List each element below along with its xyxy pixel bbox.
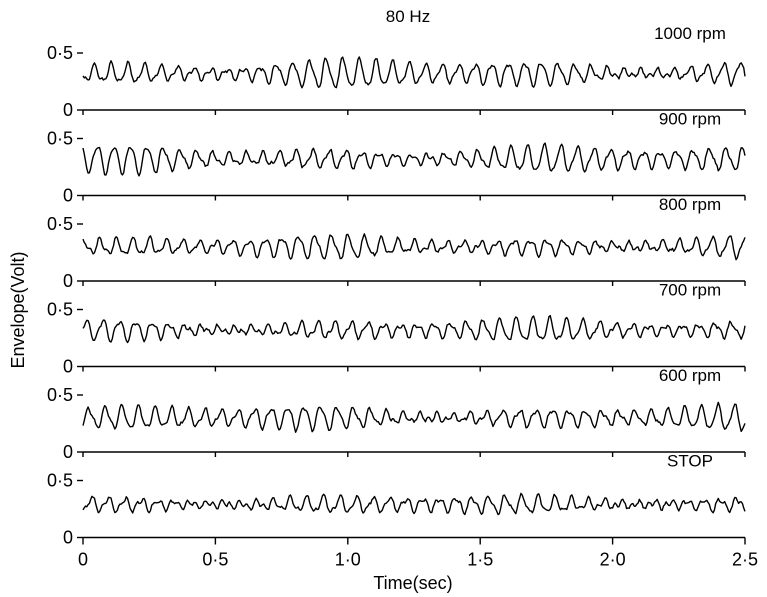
y-tick-label: 0 <box>63 271 73 291</box>
x-tick-label: 0 <box>78 550 88 570</box>
y-tick-label: 0·5 <box>47 471 73 491</box>
y-tick-label: 0 <box>63 100 73 120</box>
panel-4: 0 0·5 700 rpm <box>47 281 746 377</box>
panel-1: 0 0·5 1000 rpm <box>47 24 746 120</box>
series-label: 1000 rpm <box>654 24 726 43</box>
panel-5: 0 0·5 600 rpm <box>47 366 746 462</box>
y-tick-label: 0·5 <box>47 385 73 405</box>
x-axis-title: Time(sec) <box>373 573 452 593</box>
y-tick-label: 0·5 <box>47 129 73 149</box>
series-line <box>82 492 746 516</box>
series-label: 600 rpm <box>659 366 721 385</box>
chart-title: 80 Hz <box>386 7 430 26</box>
y-axis-title: Envelope(Volt) <box>8 251 28 368</box>
series-line <box>82 401 746 433</box>
x-tick-label: 2·0 <box>600 550 626 570</box>
y-tick-label: 0·5 <box>47 43 73 63</box>
series-label: 800 rpm <box>659 195 721 214</box>
panel-3: 0 0·5 800 rpm <box>47 195 746 291</box>
series-line <box>82 233 746 261</box>
series-label: STOP <box>667 452 713 471</box>
panel-2: 0 0·5 900 rpm <box>47 110 746 206</box>
series-line <box>82 314 746 344</box>
x-tick-label: 2·5 <box>732 550 758 570</box>
series-line <box>82 142 746 177</box>
y-tick-label: 0·5 <box>47 300 73 320</box>
y-tick-label: 0 <box>63 186 73 206</box>
series-label: 900 rpm <box>659 110 721 129</box>
y-tick-label: 0·5 <box>47 214 73 234</box>
y-tick-label: 0 <box>63 528 73 548</box>
panel-stack: 0 0·5 1000 rpm 0 0·5 900 rpm 0 0·5 800 rpm 0 0·5 70… <box>47 24 746 548</box>
series-label: 700 rpm <box>659 281 721 300</box>
x-tick-label: 1·0 <box>335 550 361 570</box>
x-tick-label: 1·5 <box>467 550 493 570</box>
y-tick-label: 0 <box>63 442 73 462</box>
panel-6: 0 0·5 STOP <box>47 452 746 548</box>
x-axis: 0 0·5 1·0 1·5 2·0 2·5 <box>78 550 758 570</box>
series-line <box>82 56 746 89</box>
x-tick-label: 0·5 <box>202 550 228 570</box>
y-tick-label: 0 <box>63 357 73 377</box>
